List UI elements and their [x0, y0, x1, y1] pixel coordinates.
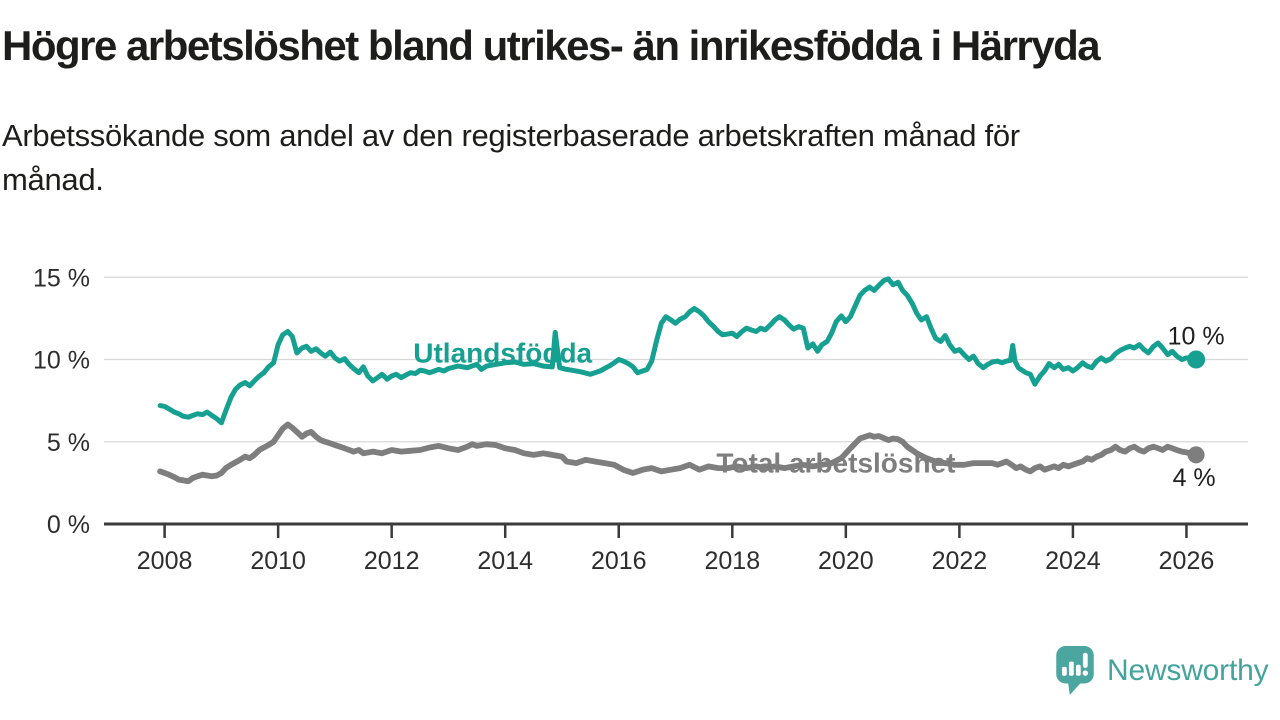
logo-speech-bubble	[1056, 646, 1094, 695]
series-label-utlandsfodda: Utlandsfödda	[413, 337, 592, 368]
logo-bar-3	[1075, 664, 1081, 676]
x-axis-label-2022: 2022	[932, 547, 988, 575]
x-axis-label-2016: 2016	[591, 547, 647, 575]
chart-subtitle-line-1: Arbetssökande som andel av den registerb…	[2, 118, 1020, 153]
line-chart-canvas: 0 % 5 % 10 % 15 % 2008 2010 2012 2014 2016 2018 20…	[33, 264, 1248, 575]
series-end-dot-utlandsfodda	[1187, 350, 1206, 369]
newsworthy-logo-icon	[1056, 646, 1094, 695]
x-axis-label-2020: 2020	[818, 547, 874, 575]
newsworthy-logo-text: Newsworthy	[1107, 654, 1269, 687]
logo-bar-1	[1061, 666, 1067, 676]
y-axis-label-10: 10 %	[33, 347, 90, 375]
chart-subtitle-line-2: månad.	[2, 162, 104, 197]
logo-exclamation-bar	[1082, 652, 1088, 668]
x-axis-label-2012: 2012	[364, 547, 420, 575]
x-axis-label-2018: 2018	[704, 547, 760, 575]
chart-subtitle: Arbetssökande som andel av den registerb…	[2, 114, 1020, 202]
chart-title: Högre arbetslöshet bland utrikes- än inr…	[2, 22, 1101, 69]
logo-bar-2	[1068, 661, 1074, 676]
x-axis-label-2010: 2010	[250, 547, 306, 575]
x-axis-label-2024: 2024	[1045, 547, 1101, 575]
series-end-value-label-utlandsfodda: 10 %	[1168, 323, 1225, 351]
series-end-value-label-total-arbetsloshet: 4 %	[1173, 464, 1216, 492]
x-axis-label-2008: 2008	[137, 547, 193, 575]
series-label-total-arbetsloshet: Total arbetslöshet	[716, 448, 955, 479]
x-axis-label-2014: 2014	[477, 547, 533, 575]
y-axis-label-0: 0 %	[47, 511, 90, 539]
newsworthy-logo: Newsworthy	[1056, 646, 1269, 696]
y-axis-label-15: 15 %	[33, 264, 90, 292]
series-line-total-arbetsloshet	[157, 421, 1199, 485]
series-line-utlandsfodda	[157, 276, 1199, 426]
logo-exclamation-dot	[1082, 670, 1089, 676]
unemployment-line-chart: 0 % 5 % 10 % 15 % 2008 2010 2012 2014 2016 2018 20…	[0, 230, 1280, 590]
x-axis-label-2026: 2026	[1159, 547, 1215, 575]
series-end-dot-total-arbetsloshet	[1187, 446, 1205, 464]
y-axis-label-5: 5 %	[47, 429, 90, 457]
